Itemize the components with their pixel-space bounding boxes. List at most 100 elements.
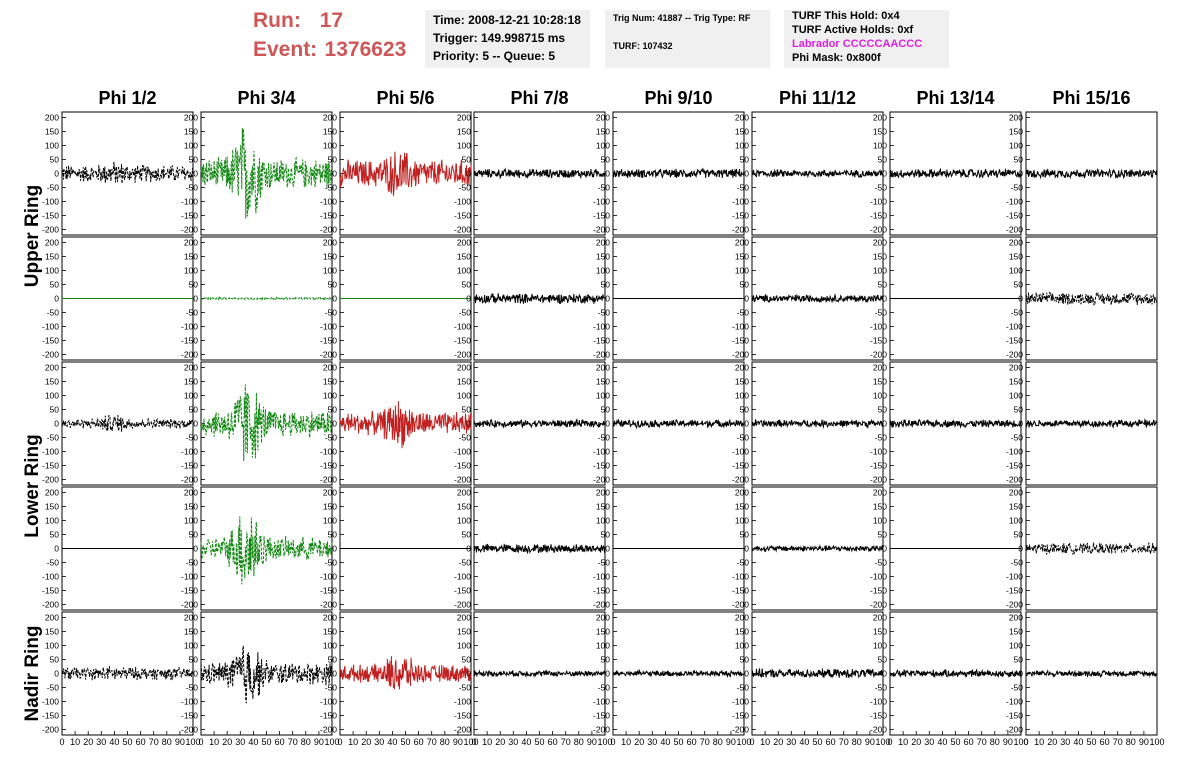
y-tick-label: 0 [744, 294, 749, 304]
waveform-trace [751, 168, 884, 179]
y-tick-label: -200 [320, 599, 337, 609]
y-tick-label: -150 [181, 210, 198, 220]
y-tick-label: -150 [1006, 460, 1023, 470]
y-tick-label: -50 [598, 307, 611, 317]
x-tick-label: 80 [990, 737, 1000, 747]
y-tick-label: -50 [47, 682, 60, 692]
labrador-text: Labrador CCCCCAACCC [792, 38, 923, 50]
y-tick-label: 200 [873, 363, 887, 373]
y-tick-label: 100 [184, 391, 198, 401]
y-tick-label: -200 [870, 724, 887, 734]
x-tick-label: 30 [508, 737, 518, 747]
y-tick-label: 50 [1014, 530, 1024, 540]
x-tick-label: 20 [495, 737, 505, 747]
y-tick-label: 100 [1009, 641, 1023, 651]
y-tick-label: 0 [193, 544, 198, 554]
y-tick-label: 150 [457, 627, 471, 637]
y-tick-label: 50 [878, 155, 888, 165]
y-tick-label: -100 [593, 446, 610, 456]
y-tick-label: 0 [605, 419, 610, 429]
y-tick-label: -200 [42, 474, 59, 484]
column-header: Phi 1/2 [98, 88, 156, 108]
y-tick-label: 200 [735, 113, 749, 123]
x-tick-label: 0 [749, 737, 754, 747]
y-tick-label: -200 [42, 224, 59, 234]
y-tick-label: 200 [45, 488, 59, 498]
y-tick-label: -100 [42, 196, 59, 206]
waveform-trace [61, 414, 194, 432]
y-tick-label: 0 [605, 669, 610, 679]
y-tick-label: 50 [328, 530, 338, 540]
y-tick-label: -50 [1011, 682, 1024, 692]
y-tick-label: 200 [45, 113, 59, 123]
y-tick-label: 100 [457, 516, 471, 526]
y-tick-label: -150 [593, 335, 610, 345]
waveform-trace [612, 668, 745, 679]
y-tick-label: -50 [875, 182, 888, 192]
y-tick-label: 200 [457, 488, 471, 498]
y-tick-label: 200 [184, 113, 198, 123]
x-tick-label: 40 [248, 737, 258, 747]
y-tick-label: -50 [186, 557, 199, 567]
y-tick-label: -200 [320, 474, 337, 484]
y-tick-label: 0 [54, 669, 59, 679]
y-tick-label: 50 [328, 280, 338, 290]
y-tick-label: -50 [875, 682, 888, 692]
x-tick-label: 90 [314, 737, 324, 747]
y-tick-label: -150 [732, 460, 749, 470]
y-tick-label: 50 [1014, 405, 1024, 415]
phi-mask-text: Phi Mask: 0x800f [792, 52, 881, 64]
y-tick-label: -50 [47, 557, 60, 567]
y-tick-label: 50 [462, 155, 472, 165]
x-tick-label: 100 [875, 737, 890, 747]
waveform-trace [200, 295, 333, 302]
y-tick-label: 100 [873, 391, 887, 401]
y-tick-label: 100 [735, 516, 749, 526]
y-tick-label: 0 [332, 544, 337, 554]
waveform-trace [339, 656, 472, 690]
y-tick-label: 0 [332, 294, 337, 304]
y-tick-label: 100 [873, 641, 887, 651]
y-tick-label: 200 [873, 238, 887, 248]
y-tick-label: 100 [873, 516, 887, 526]
x-tick-label: 30 [924, 737, 934, 747]
y-tick-label: -100 [181, 196, 198, 206]
run-label: Run: [253, 9, 301, 32]
ring-label: Lower Ring [22, 434, 43, 537]
y-tick-label: 50 [740, 405, 750, 415]
panel-frame [1025, 486, 1158, 611]
y-tick-label: 150 [735, 502, 749, 512]
y-tick-label: 100 [184, 141, 198, 151]
y-tick-label: -100 [454, 321, 471, 331]
y-tick-label: 200 [1009, 113, 1023, 123]
y-tick-label: -100 [1006, 446, 1023, 456]
x-tick-label: 30 [647, 737, 657, 747]
y-tick-label: 100 [184, 641, 198, 651]
y-tick-label: 200 [45, 613, 59, 623]
y-tick-label: 0 [744, 669, 749, 679]
x-tick-label: 40 [937, 737, 947, 747]
y-tick-label: -100 [870, 196, 887, 206]
y-tick-label: -150 [870, 210, 887, 220]
y-tick-label: -100 [454, 571, 471, 581]
y-tick-label: -100 [732, 696, 749, 706]
y-tick-label: -50 [875, 307, 888, 317]
y-tick-label: -50 [47, 307, 60, 317]
y-tick-label: -150 [870, 585, 887, 595]
y-tick-label: 0 [332, 669, 337, 679]
y-tick-label: -150 [181, 335, 198, 345]
x-tick-label: 80 [713, 737, 723, 747]
x-tick-label: 60 [964, 737, 974, 747]
y-tick-label: 50 [50, 405, 60, 415]
x-tick-label: 90 [175, 737, 185, 747]
y-tick-label: -150 [320, 460, 337, 470]
y-tick-label: -200 [454, 724, 471, 734]
y-tick-label: 50 [601, 280, 611, 290]
y-tick-label: -100 [454, 446, 471, 456]
y-tick-label: -150 [870, 460, 887, 470]
y-tick-label: 100 [45, 266, 59, 276]
y-tick-label: 50 [189, 405, 199, 415]
y-tick-label: -50 [325, 557, 338, 567]
y-tick-label: -150 [181, 585, 198, 595]
y-tick-label: -200 [593, 599, 610, 609]
